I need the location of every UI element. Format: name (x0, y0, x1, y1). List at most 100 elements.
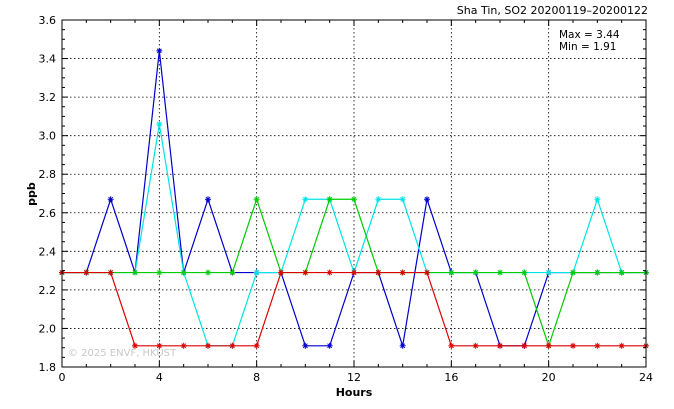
data-point (424, 196, 430, 203)
data-point (399, 269, 406, 276)
data-point (594, 269, 601, 276)
series-4 (59, 269, 649, 349)
marker-stroke (351, 196, 357, 202)
data-point (399, 196, 406, 203)
x-tick-label: 16 (444, 371, 458, 384)
marker-stroke (302, 343, 308, 349)
marker-stroke (254, 270, 260, 275)
data-point (253, 269, 260, 276)
marker-stroke (254, 196, 260, 202)
data-point (472, 342, 479, 349)
data-point (545, 269, 552, 276)
data-point (545, 342, 552, 349)
x-axis-title: Hours (336, 386, 373, 399)
marker-stroke (375, 270, 381, 275)
marker-stroke (181, 270, 187, 275)
data-point (618, 269, 625, 276)
data-point (570, 342, 576, 349)
x-tick-label: 4 (156, 371, 163, 384)
marker-stroke (448, 343, 454, 349)
marker-stroke (108, 196, 114, 202)
marker-stroke (619, 270, 625, 275)
marker-stroke (497, 343, 503, 349)
data-point (205, 342, 211, 349)
data-point (570, 269, 576, 276)
data-point (618, 342, 625, 349)
y-axis-title: ppb (25, 182, 38, 206)
marker-stroke (132, 270, 138, 275)
marker-stroke (205, 196, 211, 202)
data-point (497, 342, 503, 349)
data-point (448, 269, 455, 276)
marker-stroke (254, 343, 260, 349)
marker-stroke (546, 270, 552, 275)
marker-stroke (278, 270, 284, 275)
marker-stroke (327, 196, 333, 202)
data-point (83, 269, 90, 276)
marker-stroke (229, 270, 235, 275)
y-tick-label: 3.0 (39, 130, 57, 143)
marker-stroke (570, 343, 576, 349)
marker-stroke (594, 196, 600, 202)
marker-stroke (375, 196, 381, 202)
marker-stroke (594, 270, 600, 275)
x-tick-label: 20 (542, 371, 556, 384)
data-point (399, 342, 406, 349)
marker-stroke (156, 48, 162, 54)
y-tick-label: 3.4 (39, 53, 57, 66)
marker-stroke (302, 270, 308, 275)
marker-stroke (156, 121, 162, 127)
max-annotation: Max = 3.44 (559, 29, 620, 41)
marker-stroke (497, 270, 503, 275)
marker-stroke (473, 343, 479, 349)
data-point (107, 196, 114, 203)
data-point (253, 196, 260, 203)
data-point (205, 196, 211, 203)
y-tick-label: 1.8 (39, 361, 57, 374)
data-point (132, 342, 138, 349)
marker-stroke (132, 343, 138, 349)
data-point (156, 47, 163, 54)
chart-title: Sha Tin, SO2 20200119–20200122 (457, 4, 648, 17)
y-tick-label: 2.2 (39, 284, 57, 297)
y-tick-label: 2.0 (39, 322, 57, 335)
y-tick-label: 3.2 (39, 91, 57, 104)
data-point (278, 269, 284, 276)
data-point (132, 269, 138, 276)
marker-stroke (546, 343, 552, 349)
tick-labels: 0 4 8 12 16 20 24 1.8 2.0 2.2 2.4 2.6 2.8 3.0 3.2 3.4 3.… (39, 14, 654, 384)
marker-stroke (424, 196, 430, 202)
data-point (107, 269, 114, 276)
marker-stroke (181, 343, 187, 349)
marker-stroke (83, 270, 89, 275)
min-annotation: Min = 1.91 (559, 41, 616, 53)
series-layer (59, 47, 649, 349)
data-point (497, 269, 503, 276)
data-point (424, 269, 430, 276)
watermark: © 2025 ENVF, HKUST (68, 348, 177, 359)
data-point (472, 269, 479, 276)
data-point (351, 196, 357, 203)
marker-stroke (400, 196, 406, 202)
x-tick-label: 12 (347, 371, 361, 384)
data-point (521, 269, 528, 276)
y-tick-label: 2.6 (39, 207, 57, 220)
data-point (229, 269, 236, 276)
y-tick-label: 3.6 (39, 14, 57, 27)
marker-stroke (521, 343, 527, 349)
marker-stroke (351, 270, 357, 275)
marker-stroke (229, 343, 235, 349)
data-point (594, 196, 601, 203)
marker-stroke (521, 270, 527, 275)
marker-stroke (400, 343, 406, 349)
marker-stroke (448, 270, 454, 275)
data-point (375, 269, 382, 276)
marker-stroke (594, 343, 600, 349)
marker-stroke (327, 270, 333, 275)
data-point (326, 342, 333, 349)
data-point (521, 342, 528, 349)
marker-stroke (156, 270, 162, 275)
marker-stroke (473, 270, 479, 275)
data-point (302, 342, 309, 349)
